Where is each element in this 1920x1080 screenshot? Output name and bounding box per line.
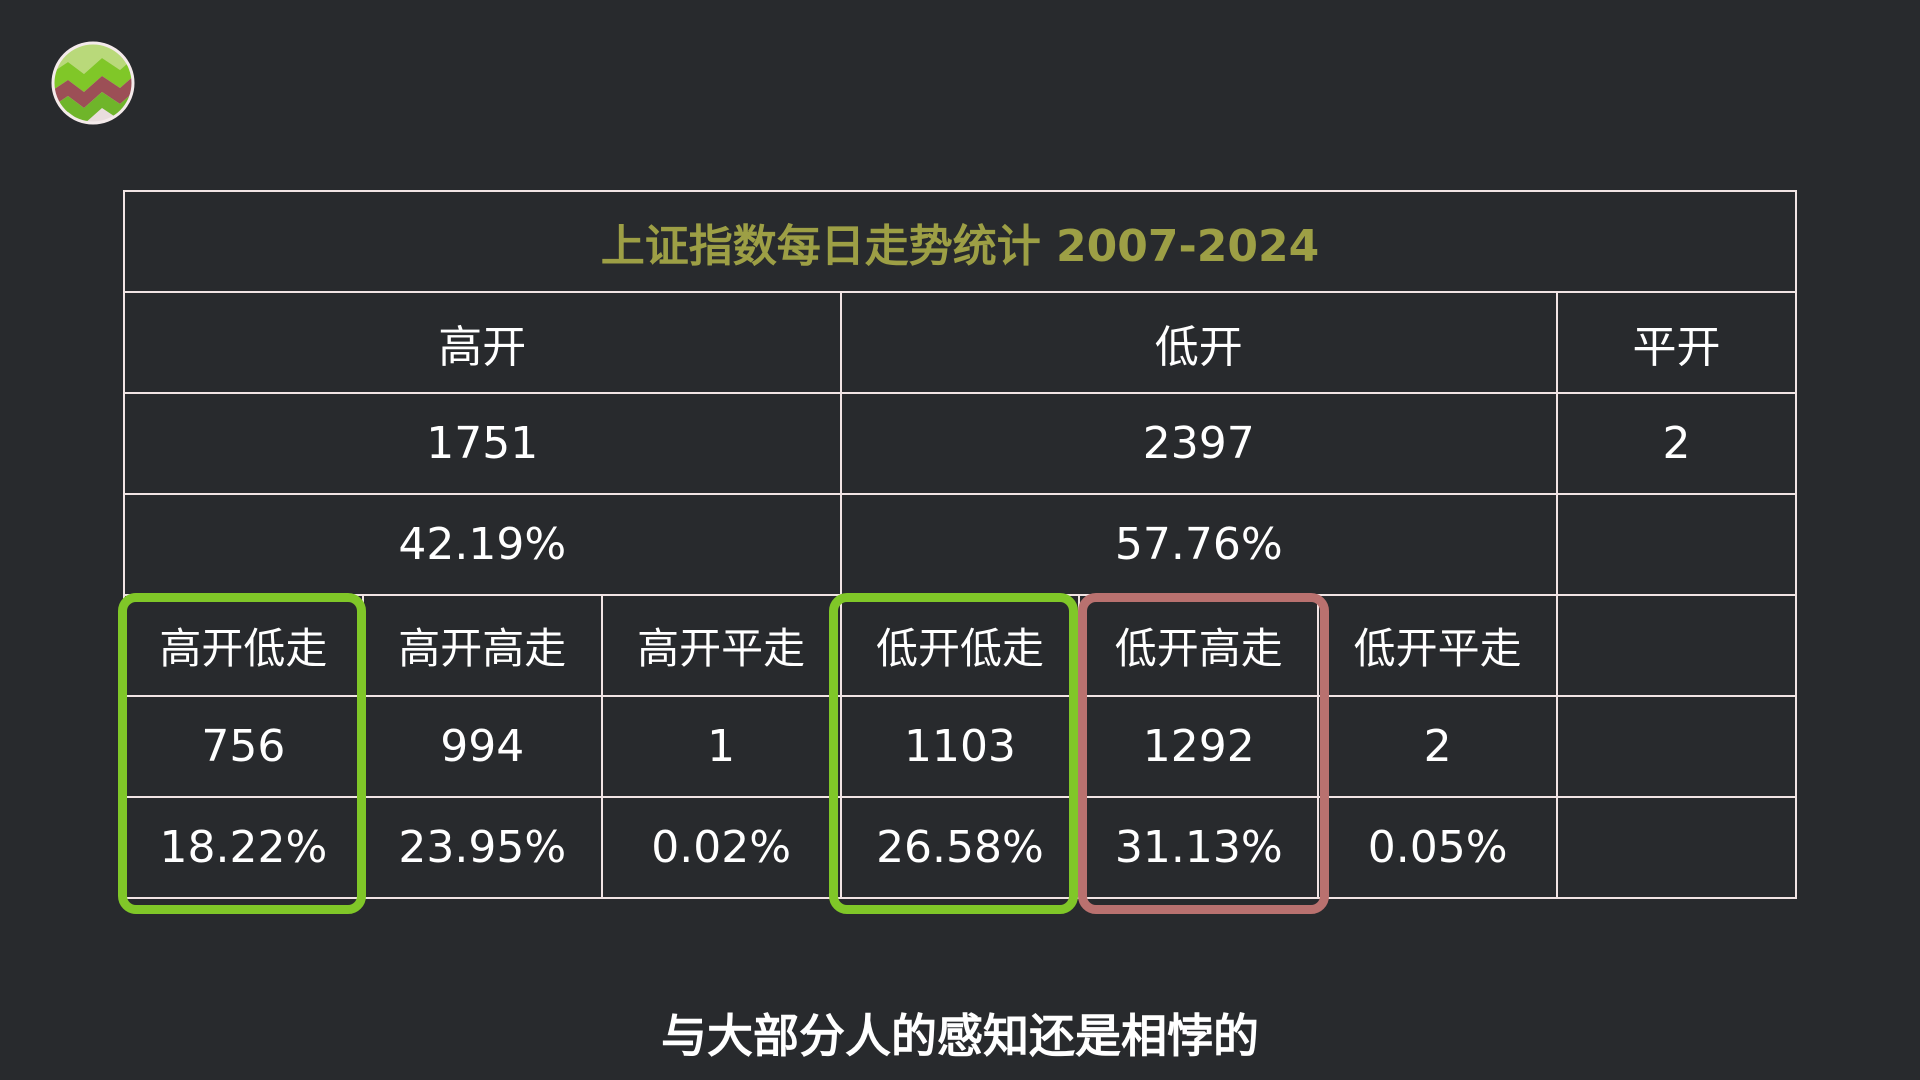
subcategory-label: 高开高走 xyxy=(361,594,603,697)
subcategory-pct: 23.95% xyxy=(361,796,603,899)
subcategory-pct: 26.58% xyxy=(839,796,1081,899)
group-ping-kai-header: 平开 xyxy=(1556,291,1797,394)
subcategory-pct: 0.02% xyxy=(600,796,842,899)
group-pct-row: 42.19% 57.76% xyxy=(123,493,1797,596)
subcategory-label: 高开平走 xyxy=(600,594,842,697)
subcategory-label: 低开低走 xyxy=(839,594,1081,697)
subcategory-count: 994 xyxy=(361,695,603,798)
subcategory-count: 1103 xyxy=(839,695,1081,798)
group-ping-kai-count: 2 xyxy=(1556,392,1797,495)
subcategory-count: 1292 xyxy=(1078,695,1320,798)
title-row: 上证指数每日走势统计 2007-2024 xyxy=(123,190,1797,293)
subcategory-pct: 0.05% xyxy=(1317,796,1559,899)
group-count-row: 1751 2397 2 xyxy=(123,392,1797,495)
empty-cell xyxy=(1556,594,1797,697)
subcategory-pct: 31.13% xyxy=(1078,796,1320,899)
empty-cell xyxy=(1556,796,1797,899)
group-header-row: 高开 低开 平开 xyxy=(123,291,1797,394)
subcategory-label: 低开高走 xyxy=(1078,594,1320,697)
group-di-kai-pct: 57.76% xyxy=(839,493,1559,596)
subcategory-count: 1 xyxy=(600,695,842,798)
empty-cell xyxy=(1556,695,1797,798)
group-di-kai-header: 低开 xyxy=(839,291,1559,394)
subtitle-caption: 与大部分人的感知还是相悖的 xyxy=(661,1009,1259,1063)
subcategory-pct: 18.22% xyxy=(123,796,364,899)
subcategory-pct-row: 18.22% 23.95% 0.02% 26.58% 31.13% 0.05% xyxy=(123,796,1797,899)
subcategory-count: 2 xyxy=(1317,695,1559,798)
group-gao-kai-pct: 42.19% xyxy=(123,493,842,596)
subcategory-count-row: 756 994 1 1103 1292 2 xyxy=(123,695,1797,798)
subcategory-label: 低开平走 xyxy=(1317,594,1559,697)
group-ping-kai-pct-empty xyxy=(1556,493,1797,596)
group-di-kai-count: 2397 xyxy=(839,392,1559,495)
subcategory-label-row: 高开低走 高开高走 高开平走 低开低走 低开高走 低开平走 xyxy=(123,594,1797,697)
table-title: 上证指数每日走势统计 2007-2024 xyxy=(123,190,1797,293)
zigzag-chart-logo-icon xyxy=(51,41,135,125)
subcategory-label: 高开低走 xyxy=(123,594,364,697)
statistics-table: 上证指数每日走势统计 2007-2024 高开 低开 平开 1751 2397 … xyxy=(123,190,1797,899)
group-gao-kai-count: 1751 xyxy=(123,392,842,495)
subcategory-count: 756 xyxy=(123,695,364,798)
group-gao-kai-header: 高开 xyxy=(123,291,842,394)
